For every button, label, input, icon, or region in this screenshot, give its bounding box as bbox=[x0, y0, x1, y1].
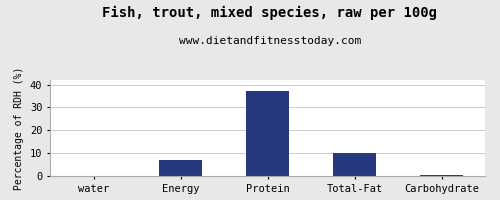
Bar bbox=[333, 153, 376, 176]
Bar bbox=[159, 160, 202, 176]
Text: www.dietandfitnesstoday.com: www.dietandfitnesstoday.com bbox=[179, 36, 361, 46]
Y-axis label: Percentage of RDH (%): Percentage of RDH (%) bbox=[14, 66, 24, 190]
Bar bbox=[246, 91, 289, 176]
Text: Fish, trout, mixed species, raw per 100g: Fish, trout, mixed species, raw per 100g bbox=[102, 6, 438, 20]
Bar bbox=[420, 175, 463, 176]
